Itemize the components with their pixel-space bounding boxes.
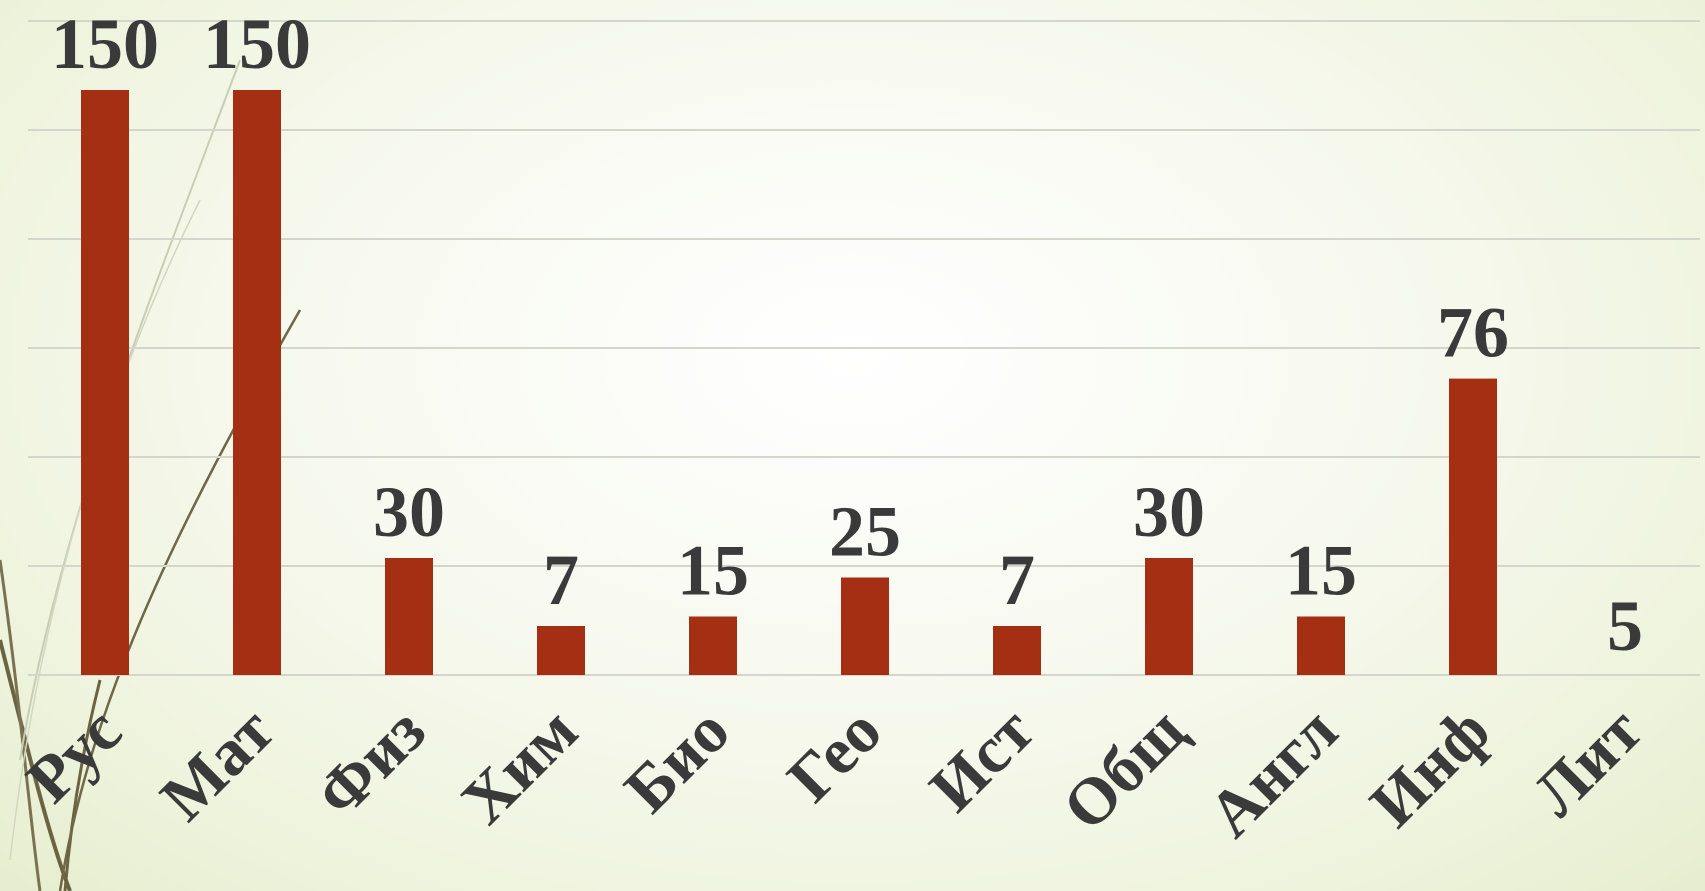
data-label: 5 xyxy=(1607,586,1643,666)
bar-Инф xyxy=(1449,378,1497,675)
category-label: Рус xyxy=(13,694,136,817)
gridlines xyxy=(28,20,1700,676)
bar-Ист xyxy=(993,626,1041,675)
bar-Хим xyxy=(537,626,585,675)
data-label: 25 xyxy=(829,492,901,572)
bar-Общ xyxy=(1145,558,1193,675)
bar-Мат xyxy=(233,90,281,675)
data-label: 7 xyxy=(999,540,1035,620)
category-label: Био xyxy=(611,694,744,827)
data-label: 76 xyxy=(1437,293,1509,373)
data-label: 7 xyxy=(543,540,579,620)
bar-Физ xyxy=(385,558,433,675)
data-label: 30 xyxy=(1133,472,1205,552)
data-label: 150 xyxy=(203,4,311,84)
category-label: Лит xyxy=(1519,694,1655,830)
category-label: Общ xyxy=(1049,694,1200,845)
bar-Рус xyxy=(81,90,129,675)
data-labels: 150 150 30 7 15 25 7 30 15 76 5 xyxy=(51,4,1643,666)
data-label: 15 xyxy=(677,531,749,611)
category-label: Гео xyxy=(774,694,896,816)
data-label: 150 xyxy=(51,4,159,84)
category-label: Физ xyxy=(302,694,439,831)
category-label: Ист xyxy=(916,694,1048,826)
data-label: 15 xyxy=(1285,531,1357,611)
bars xyxy=(81,90,1497,675)
data-label: 30 xyxy=(373,472,445,552)
category-label: Мат xyxy=(147,694,288,835)
bar-Англ xyxy=(1297,616,1345,675)
bar-Био xyxy=(689,616,737,675)
category-label: Инф xyxy=(1357,694,1504,841)
category-label: Англ xyxy=(1194,694,1351,851)
bar-Гео xyxy=(841,577,889,675)
category-label: Хим xyxy=(448,694,592,838)
